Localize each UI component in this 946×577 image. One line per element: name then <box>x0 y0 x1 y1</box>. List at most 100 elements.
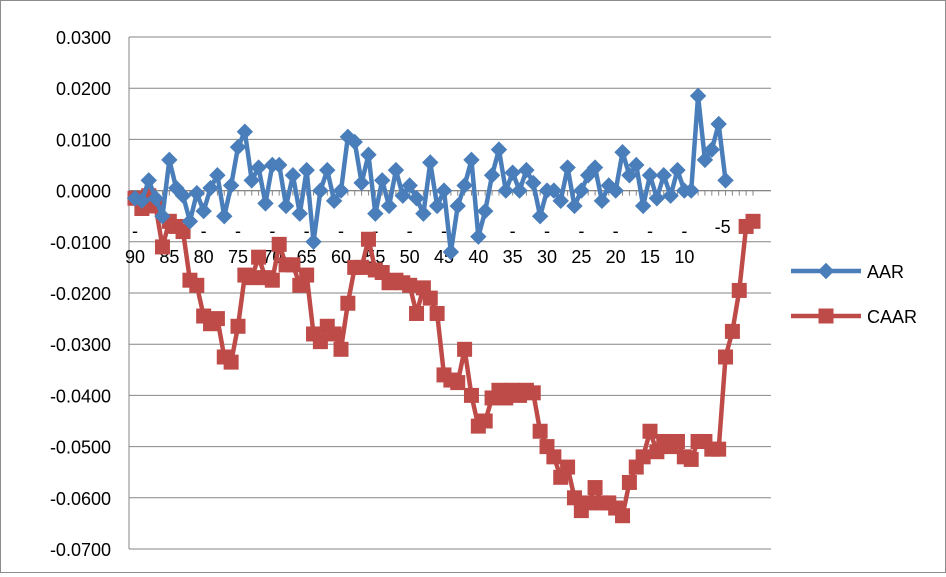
aar-point <box>222 177 240 194</box>
x-tick-label: - <box>201 221 207 241</box>
x-tick-label: - <box>372 221 378 241</box>
aar-point <box>216 207 233 225</box>
aar-point <box>511 182 528 199</box>
aar-point <box>669 161 686 179</box>
aar-point <box>573 182 590 199</box>
aar-point <box>586 159 604 176</box>
aar-point <box>133 192 151 210</box>
x-tick-label: 90 <box>125 247 145 267</box>
x-tick-label: - <box>578 221 584 241</box>
series-layer <box>126 87 761 524</box>
caar-point <box>299 267 315 283</box>
legend-swatch-marker <box>818 308 834 324</box>
aar-point <box>545 182 563 199</box>
x-tick-label: -5 <box>715 217 731 237</box>
legend-label: AAR <box>867 262 904 282</box>
aar-point <box>463 151 480 169</box>
caar-point <box>244 270 260 286</box>
x-tick-label: 15 <box>640 247 660 267</box>
x-tick-label: 50 <box>400 247 420 267</box>
aar-point <box>209 167 226 184</box>
aar-point <box>497 182 515 199</box>
x-tick-label: 65 <box>297 247 317 267</box>
caar-point <box>450 375 466 391</box>
x-tick-label: - <box>132 221 138 241</box>
x-tick-label: 60 <box>331 247 351 267</box>
x-tick-label: 30 <box>537 247 557 267</box>
caar-point <box>711 441 727 457</box>
caar-point <box>209 311 225 327</box>
aar-point <box>202 179 219 197</box>
aar-point <box>270 156 288 174</box>
caar-point <box>230 318 246 334</box>
x-tick-label: - <box>510 221 516 241</box>
caar-point <box>457 341 473 357</box>
caar-point <box>354 259 370 275</box>
caar-point <box>422 290 438 306</box>
caar-point <box>189 277 205 293</box>
legend-item-caar: CAAR <box>791 307 917 327</box>
y-tick-label: -0.0700 <box>50 540 111 560</box>
aar-point <box>408 190 425 207</box>
caar-point <box>731 282 747 298</box>
aar-point <box>161 151 178 169</box>
y-tick-label: 0.0200 <box>56 79 111 99</box>
caar-point <box>271 236 287 252</box>
caar-point <box>615 508 631 524</box>
aar-point <box>319 161 336 179</box>
aar-point <box>243 172 260 189</box>
aar-point <box>703 141 721 158</box>
caar-point <box>429 305 445 321</box>
aar-point <box>147 190 164 207</box>
aar-point <box>312 182 329 199</box>
aar-point <box>401 177 418 194</box>
caar-point <box>463 387 479 403</box>
caar-point <box>340 295 356 311</box>
caar-point <box>477 413 493 429</box>
aar-point <box>682 182 700 199</box>
x-tick-label: - <box>613 221 619 241</box>
aar-point <box>696 151 714 169</box>
aar-point <box>346 133 363 151</box>
aar-point <box>483 167 501 184</box>
y-tick-label: 0.0000 <box>56 182 111 202</box>
caar-point <box>669 433 685 449</box>
aar-point <box>442 243 460 261</box>
caar-point <box>525 385 541 401</box>
caar-point <box>560 459 576 475</box>
aar-point <box>154 207 171 225</box>
aar-point <box>257 195 274 212</box>
aar-point <box>504 164 521 181</box>
aar-point <box>291 205 309 222</box>
x-tick-label: - <box>269 221 275 241</box>
caar-point <box>532 423 548 439</box>
aar-point <box>648 190 666 207</box>
aar-point <box>628 156 645 174</box>
aar-point <box>476 202 494 220</box>
aar-point <box>236 123 254 140</box>
caar-point <box>251 249 267 265</box>
aar-point <box>140 172 157 189</box>
aar-point <box>490 141 508 158</box>
aar-point <box>456 177 473 194</box>
y-tick-label: 0.0100 <box>56 130 111 150</box>
y-tick-label: -0.0500 <box>50 438 111 458</box>
x-tick-label: - <box>304 221 310 241</box>
caar-point <box>635 449 651 465</box>
caar-point <box>154 239 170 255</box>
aar-point <box>518 161 535 179</box>
caar-point <box>312 334 328 350</box>
legend: AAR CAAR <box>791 262 917 327</box>
legend-swatch-marker <box>817 262 835 280</box>
aar-point <box>415 205 432 222</box>
caar-point <box>642 423 658 439</box>
aar-point <box>621 167 638 184</box>
caar-point <box>333 341 349 357</box>
aar-point <box>380 197 398 215</box>
aar-point <box>662 187 679 204</box>
x-tick-label: 80 <box>194 247 214 267</box>
aar-point <box>641 167 659 184</box>
caar-point <box>402 277 418 293</box>
y-axis: 0.0300 0.0200 0.0100 0.0000 -0.0100 -0.0200 -0… <box>50 28 130 560</box>
caar-point <box>566 490 582 506</box>
